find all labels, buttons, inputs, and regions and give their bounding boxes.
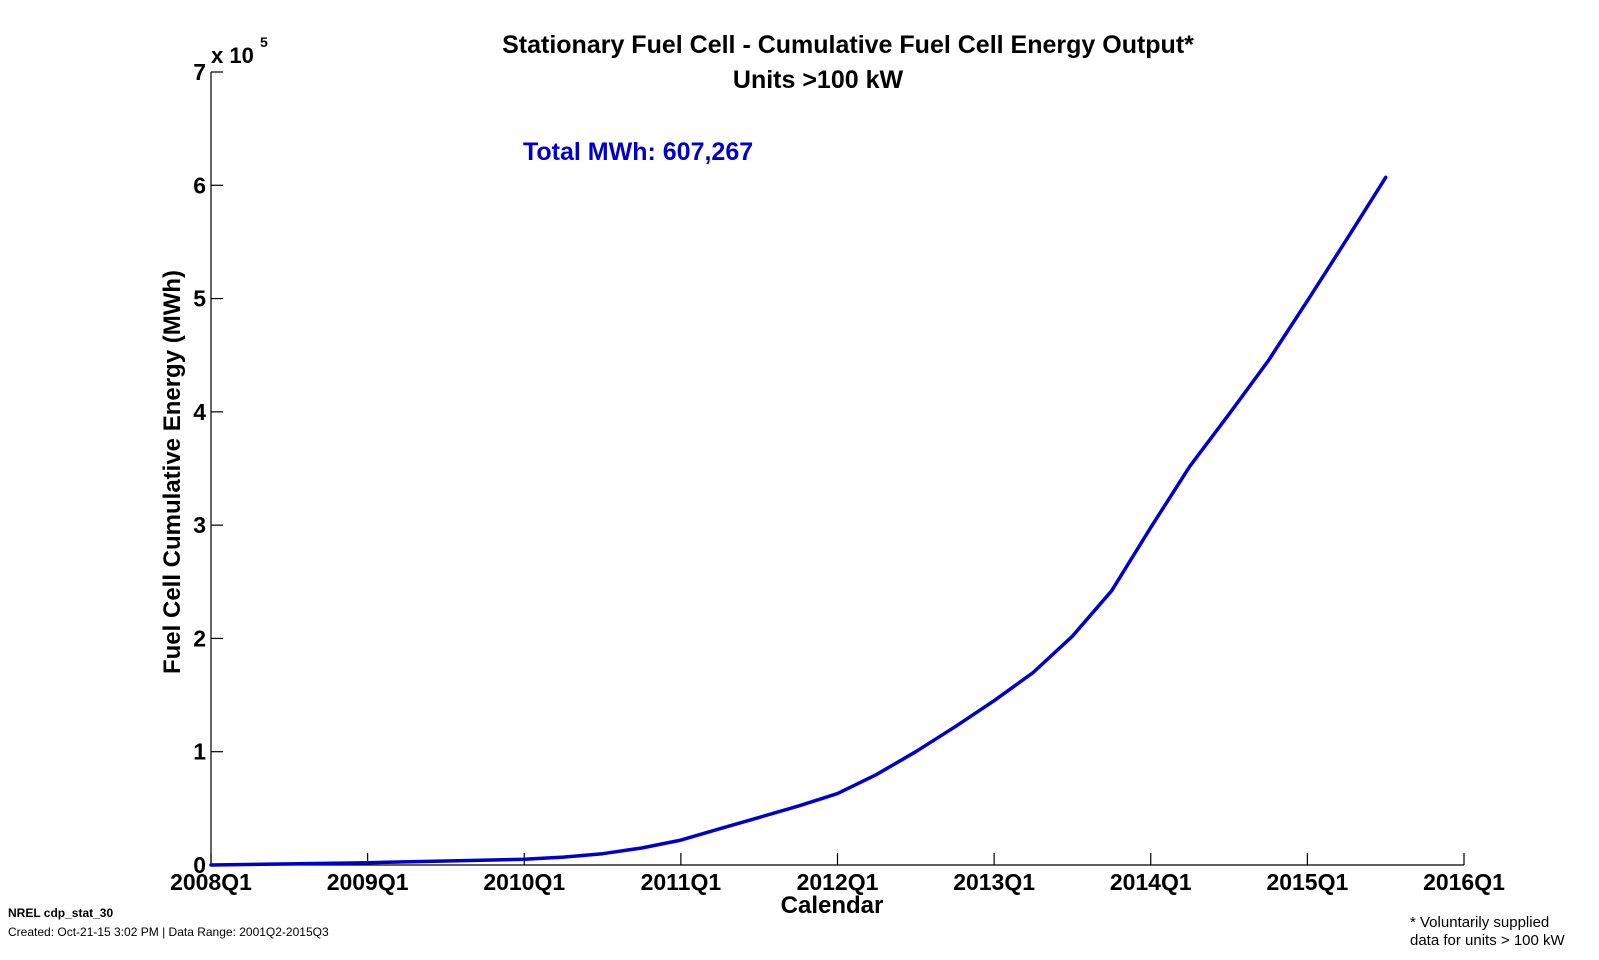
y-multiplier-prefix: x 10 (211, 43, 254, 68)
x-tick-label: 2014Q1 (1110, 869, 1192, 895)
x-tick-label: 2009Q1 (327, 869, 409, 895)
axes (210, 72, 1464, 866)
x-tick-label: 2016Q1 (1423, 869, 1505, 895)
x-tick-label: 2012Q1 (797, 869, 879, 895)
total-annotation: Total MWh: 607,267 (523, 138, 753, 166)
x-axis-ticks: 2008Q1 2009Q1 2010Q1 2011Q1 2012Q1 2013Q1 2014… (170, 853, 1505, 895)
y-tick-label: 5 (193, 286, 206, 312)
y-tick-label: 3 (193, 512, 206, 538)
series-line (209, 175, 1388, 867)
footnote-line2: data for units > 100 kW (1410, 932, 1566, 949)
x-tick-label: 2011Q1 (641, 869, 722, 895)
footer-source: NREL cdp_stat_30 (8, 906, 113, 920)
chart-title: Stationary Fuel Cell - Cumulative Fuel C… (502, 31, 1194, 59)
x-tick-label: 2013Q1 (953, 869, 1035, 895)
y-tick-label: 2 (193, 625, 206, 651)
y-axis-label: Fuel Cell Cumulative Energy (MWh) (159, 270, 186, 674)
x-tick-label: 2010Q1 (483, 869, 565, 895)
y-tick-label: 1 (193, 739, 206, 765)
x-axis-label: Calendar (781, 892, 884, 919)
y-tick-label: 7 (193, 59, 206, 85)
y-tick-label: 0 (193, 852, 206, 878)
series-layer (209, 175, 1388, 867)
footer-created: Created: Oct-21-15 3:02 PM | Data Range:… (8, 925, 329, 939)
footnote-line1: * Voluntarily supplied (1410, 914, 1549, 931)
y-tick-label: 4 (193, 399, 206, 425)
chart-subtitle: Units >100 kW (733, 66, 904, 94)
x-tick-label: 2015Q1 (1266, 869, 1348, 895)
y-axis-ticks: 0 1 2 3 4 5 6 7 (193, 59, 223, 878)
y-tick-label: 6 (193, 172, 206, 198)
y-multiplier-exponent: 5 (260, 34, 268, 50)
x-tick-label: 2008Q1 (170, 869, 252, 895)
